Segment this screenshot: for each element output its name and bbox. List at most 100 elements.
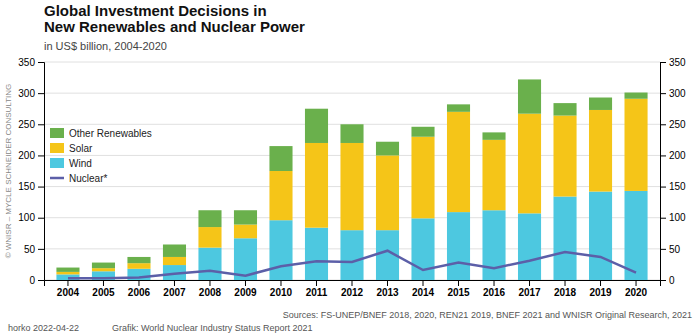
tick-label: 200 (669, 150, 686, 161)
tick-label: 2004 (57, 287, 80, 298)
tick-mark (174, 280, 175, 286)
bar (553, 116, 576, 197)
tick-mark (38, 218, 44, 219)
grid-line (44, 62, 660, 63)
bar (92, 263, 115, 269)
grid (44, 62, 660, 280)
bar (376, 142, 399, 156)
tick-label: 2005 (92, 287, 115, 298)
axis-domain (38, 63, 45, 281)
line (68, 251, 636, 278)
tick-mark (280, 280, 281, 286)
tick: 2017 (518, 280, 541, 298)
tick-mark (38, 124, 44, 125)
tick: 2011 (306, 280, 328, 298)
tick: 2007 (163, 280, 186, 298)
tick-mark (660, 280, 666, 281)
tick-mark (660, 249, 666, 250)
tick: 2016 (483, 280, 506, 298)
bar (127, 263, 150, 269)
legend: Other RenewablesSolarWindNuclear* (50, 128, 152, 184)
annotation: Grafik: World Nuclear Industry Status Re… (112, 323, 312, 333)
bar (589, 98, 612, 110)
bar (411, 137, 434, 219)
chart: 2004 2005 2006 2007 2008 2009 2010 2011 2012 2013… (0, 0, 700, 336)
tick: 300 (18, 88, 44, 99)
bar (482, 210, 505, 280)
tick-mark (529, 280, 530, 286)
tick: 2020 (625, 280, 648, 298)
tick: 200 (18, 150, 44, 161)
bar (56, 272, 79, 274)
tick-label: 2006 (128, 287, 151, 298)
tick: 250 (18, 119, 44, 130)
tick-label: 350 (669, 57, 686, 68)
tick: 2019 (589, 280, 612, 298)
bar (340, 230, 363, 280)
axis-domain (661, 63, 667, 281)
tick-label: 2015 (447, 287, 470, 298)
bar (198, 227, 221, 248)
tick: 200 (660, 150, 686, 161)
bar (269, 220, 292, 280)
tick-mark (352, 280, 353, 286)
subtitle: in US$ billion, 2004-2020 (44, 40, 167, 52)
tick-mark (38, 249, 44, 250)
tick-label: 2009 (234, 287, 257, 298)
tick-mark (209, 280, 210, 286)
bar-series (56, 79, 647, 271)
tick-mark (660, 155, 666, 156)
tick: 2015 (447, 280, 470, 298)
bar (553, 197, 576, 280)
marks (56, 79, 647, 280)
tick: 2009 (234, 280, 257, 298)
tick: 2014 (412, 280, 435, 298)
bar (305, 109, 328, 143)
tick-mark (660, 124, 666, 125)
tick: 100 (18, 212, 44, 223)
tick-label: 100 (669, 212, 686, 223)
legend-label: Wind (69, 158, 92, 169)
bar (624, 191, 647, 280)
legend-item: Wind (50, 158, 92, 169)
bar (198, 210, 221, 227)
grid-line (44, 93, 660, 94)
tick-mark (423, 280, 424, 286)
tick: 2008 (199, 280, 222, 298)
tick-label: 150 (18, 181, 35, 192)
tick-mark (600, 280, 601, 286)
bar (234, 225, 257, 239)
tick-mark (565, 280, 566, 286)
bar (482, 140, 505, 210)
tick-mark (67, 280, 68, 286)
tick-label: 2014 (412, 287, 435, 298)
bar (482, 132, 505, 139)
legend-swatch (50, 158, 64, 168)
tick: 2010 (270, 280, 293, 298)
tick-mark (103, 280, 104, 286)
tick-label: 150 (669, 181, 686, 192)
tick-mark (660, 187, 666, 188)
axis-domain (45, 281, 661, 287)
tick-label: 100 (18, 212, 35, 223)
tick-label: 2013 (376, 287, 399, 298)
bar (518, 114, 541, 214)
tick: 300 (660, 88, 686, 99)
legend-label: Other Renewables (69, 128, 152, 139)
tick: 2005 (92, 280, 115, 298)
bar (411, 127, 434, 137)
legend-label: Solar (69, 143, 93, 154)
bar (518, 213, 541, 280)
tick-label: 2016 (483, 287, 506, 298)
tick: 2012 (341, 280, 364, 298)
bar (198, 248, 221, 280)
bar (163, 244, 186, 256)
bar (518, 79, 541, 113)
tick-mark (494, 280, 495, 286)
bar (305, 143, 328, 228)
bar (92, 268, 115, 271)
tick-label: 300 (18, 88, 35, 99)
bar (269, 146, 292, 171)
tick-label: 2020 (625, 287, 648, 298)
tick-label: 2008 (199, 287, 222, 298)
